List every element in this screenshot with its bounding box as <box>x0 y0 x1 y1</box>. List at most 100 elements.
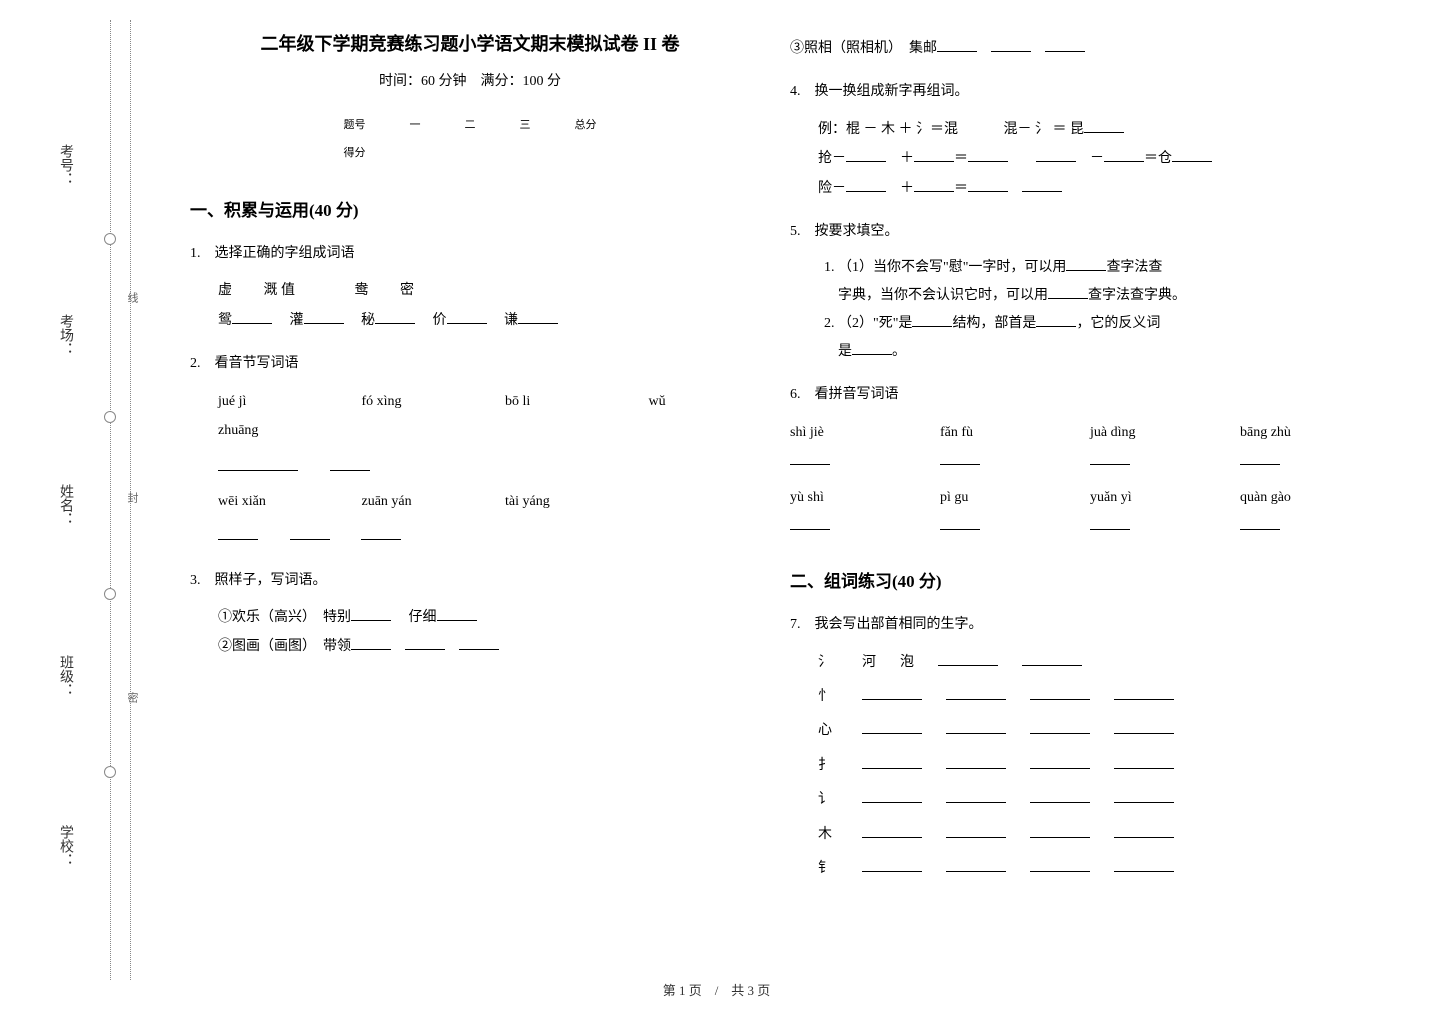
blank[interactable] <box>938 649 998 666</box>
blank[interactable] <box>862 752 922 769</box>
pinyin: quàn gào <box>1240 483 1330 512</box>
blank[interactable] <box>1030 821 1090 838</box>
blank[interactable] <box>846 145 886 162</box>
text: 险－ <box>818 181 846 196</box>
blank[interactable] <box>1090 448 1130 465</box>
blank[interactable] <box>1240 448 1280 465</box>
q4-line1: 抢－ ＋＝ －＝仓 <box>818 144 1350 173</box>
blank[interactable] <box>1030 786 1090 803</box>
blank[interactable] <box>1114 855 1174 872</box>
blank[interactable] <box>232 307 272 324</box>
score-cell: 得分 <box>322 138 388 166</box>
blank[interactable] <box>937 35 977 52</box>
blank[interactable] <box>790 513 830 530</box>
char: 虚 <box>218 283 232 298</box>
blank[interactable] <box>968 175 1008 192</box>
text: 字典，当你不会认识它时，可以用 <box>838 288 1048 303</box>
blank[interactable] <box>862 683 922 700</box>
blank[interactable] <box>940 448 980 465</box>
exam-title: 二年级下学期竞赛练习题小学语文期末模拟试卷 II 卷 <box>190 30 750 56</box>
blank[interactable] <box>940 513 980 530</box>
blank[interactable] <box>1114 752 1174 769</box>
char: 鸳 <box>218 313 232 328</box>
blank[interactable] <box>1030 718 1090 735</box>
blank[interactable] <box>946 718 1006 735</box>
fold-circle <box>104 766 116 778</box>
blank[interactable] <box>862 821 922 838</box>
q2-row1: jué jì fó xìng bō li wǔ <box>218 387 750 416</box>
blank[interactable] <box>1172 145 1212 162</box>
blank[interactable] <box>351 604 391 621</box>
blank[interactable] <box>218 523 258 540</box>
blank[interactable] <box>361 523 401 540</box>
score-header-row: 题号 一 二 三 总分 <box>322 110 619 138</box>
page-footer: 第 1 页 / 共 3 页 <box>0 980 1433 999</box>
blank[interactable] <box>1036 311 1076 328</box>
text: （1）当你不会写"慰"一字时，可以用 <box>838 260 1066 275</box>
blank[interactable] <box>437 604 477 621</box>
blank[interactable] <box>946 855 1006 872</box>
blank[interactable] <box>1066 255 1106 272</box>
q1-line2: 鸳 灌 秘 价 谦 <box>218 306 750 335</box>
blank[interactable] <box>862 718 922 735</box>
blank[interactable] <box>330 455 370 472</box>
blank[interactable] <box>1036 145 1076 162</box>
blank[interactable] <box>218 455 298 472</box>
blank[interactable] <box>518 307 558 324</box>
blank[interactable] <box>1022 175 1062 192</box>
blank[interactable] <box>1030 855 1090 872</box>
blank[interactable] <box>1114 786 1174 803</box>
blank[interactable] <box>1030 683 1090 700</box>
text: 例：棍 － 木 ＋ 氵＝混 <box>818 122 958 137</box>
blank[interactable] <box>290 523 330 540</box>
blank[interactable] <box>1240 513 1280 530</box>
side-label-exam-id: 考号： <box>55 144 75 186</box>
blank[interactable] <box>862 855 922 872</box>
blank[interactable] <box>914 145 954 162</box>
text: 混－ 氵 ＝ 昆 <box>1004 122 1085 137</box>
q2-row2: wēi xiǎn zuān yán tài yáng <box>218 487 750 516</box>
blank[interactable] <box>946 683 1006 700</box>
blank[interactable] <box>946 752 1006 769</box>
char: 溉 值 <box>264 283 296 298</box>
radical-row: 忄 <box>818 682 1350 711</box>
blank[interactable] <box>912 311 952 328</box>
q7-grid: 氵 河 泡 忄 心 扌 讠 <box>818 648 1350 884</box>
blank[interactable] <box>459 634 499 651</box>
blank[interactable] <box>1045 35 1085 52</box>
blank[interactable] <box>1048 283 1088 300</box>
q3-line3: ③照相（照相机） 集邮 <box>790 34 1350 63</box>
blank[interactable] <box>862 786 922 803</box>
text: ，它的反义词 <box>1076 316 1160 331</box>
blank[interactable] <box>991 35 1031 52</box>
blank[interactable] <box>946 786 1006 803</box>
blank[interactable] <box>1084 116 1124 133</box>
blank[interactable] <box>1104 145 1144 162</box>
radical: 忄 <box>818 682 838 711</box>
blank[interactable] <box>914 175 954 192</box>
blank[interactable] <box>946 821 1006 838</box>
blank[interactable] <box>968 145 1008 162</box>
char: 秘 <box>361 313 375 328</box>
blank[interactable] <box>1114 718 1174 735</box>
q3-prompt: 3. 照样子，写词语。 <box>190 566 750 595</box>
q5-sub2: （2）"死"是结构，部首是，它的反义词 是。 <box>838 310 1350 366</box>
blank[interactable] <box>304 307 344 324</box>
blank[interactable] <box>1030 752 1090 769</box>
blank[interactable] <box>1022 649 1082 666</box>
blank[interactable] <box>447 307 487 324</box>
blank[interactable] <box>1114 683 1174 700</box>
seal-line-text: 线 封 密 <box>124 200 140 800</box>
blank[interactable] <box>790 448 830 465</box>
seal-seg: 封 <box>124 492 140 509</box>
exam-time-score: 时间：60 分钟 满分：100 分 <box>190 70 750 90</box>
seal-seg: 密 <box>124 692 140 709</box>
pinyin: yù shì <box>790 483 880 512</box>
blank[interactable] <box>1114 821 1174 838</box>
blank[interactable] <box>852 339 892 356</box>
blank[interactable] <box>1090 513 1130 530</box>
blank[interactable] <box>375 307 415 324</box>
blank[interactable] <box>405 634 445 651</box>
blank[interactable] <box>846 175 886 192</box>
blank[interactable] <box>351 634 391 651</box>
